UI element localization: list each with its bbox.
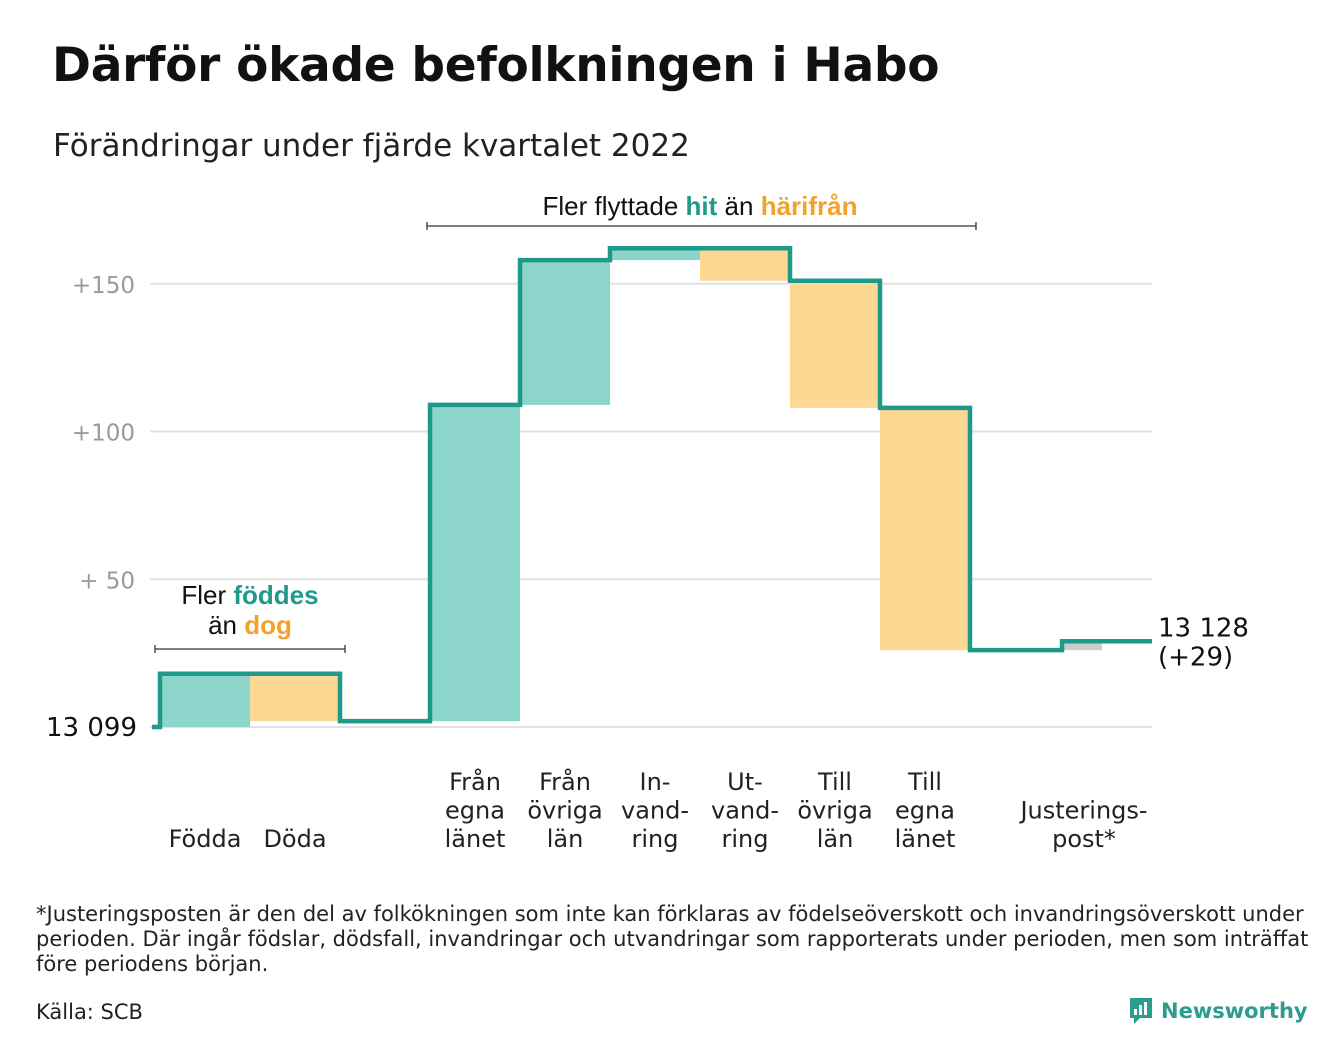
category-label: ring xyxy=(632,825,679,853)
cumulative-line xyxy=(152,246,1152,730)
category-label: övriga xyxy=(797,797,872,825)
category-label: Till xyxy=(907,768,942,796)
category-label: län xyxy=(817,825,854,853)
bar xyxy=(700,248,790,281)
category-label: egna xyxy=(445,797,505,825)
start-value-label: 13 099 xyxy=(46,713,137,743)
migration-annotation: Fler flyttade hit än härifrån xyxy=(542,191,857,221)
category-label: In- xyxy=(640,768,671,796)
bar xyxy=(790,280,880,408)
cumulative-line-group xyxy=(152,246,1152,730)
bar xyxy=(250,673,340,722)
brand-logo[interactable]: Newsworthy xyxy=(1128,996,1308,1026)
bar xyxy=(430,404,520,722)
chart-subtitle: Förändringar under fjärde kvartalet 2022 xyxy=(53,128,690,164)
category-label: vand- xyxy=(711,797,779,825)
brand-name: Newsworthy xyxy=(1161,999,1308,1023)
gridlines: +150 +100 + 50 xyxy=(72,273,1152,728)
category-label: län xyxy=(547,825,584,853)
bars xyxy=(160,248,1102,727)
category-label: Till xyxy=(817,768,852,796)
bar xyxy=(520,260,610,405)
y-tick-label: +100 xyxy=(72,421,135,447)
bar xyxy=(1062,641,1102,651)
category-label: länet xyxy=(445,825,506,853)
category-label: övriga xyxy=(527,797,602,825)
category-label: länet xyxy=(895,825,956,853)
waterfall-chart: +150 +100 + 50 13 099 13 128(+29) Födda Döda F… xyxy=(46,191,1249,853)
category-label: Födda xyxy=(169,825,242,853)
category-label: Ut- xyxy=(727,768,763,796)
source-label: Källa: SCB xyxy=(36,1000,143,1024)
footnote: *Justeringsposten är den del av folkökni… xyxy=(36,902,1309,976)
newsworthy-logo-icon xyxy=(1130,998,1152,1024)
category-label: ring xyxy=(722,825,769,853)
natural-annotation-line1: Fler föddes xyxy=(181,580,318,610)
y-tick-label: + 50 xyxy=(79,568,135,594)
category-label: vand- xyxy=(621,797,689,825)
category-label: egna xyxy=(895,797,955,825)
category-label: Från xyxy=(539,767,591,796)
natural-annotation-line2: än dog xyxy=(208,610,292,640)
category-label: Från xyxy=(449,767,501,796)
end-change-label: (+29) xyxy=(1158,642,1233,672)
bar xyxy=(160,673,250,727)
end-value-label: 13 128 xyxy=(1158,613,1249,643)
category-label: Justerings- xyxy=(1018,797,1147,825)
category-label: Döda xyxy=(263,825,326,853)
y-tick-label: +150 xyxy=(72,273,135,299)
chart-title: Därför ökade befolkningen i Habo xyxy=(52,38,940,93)
category-label: post* xyxy=(1052,825,1116,853)
bar xyxy=(610,248,700,261)
bar xyxy=(880,407,970,651)
